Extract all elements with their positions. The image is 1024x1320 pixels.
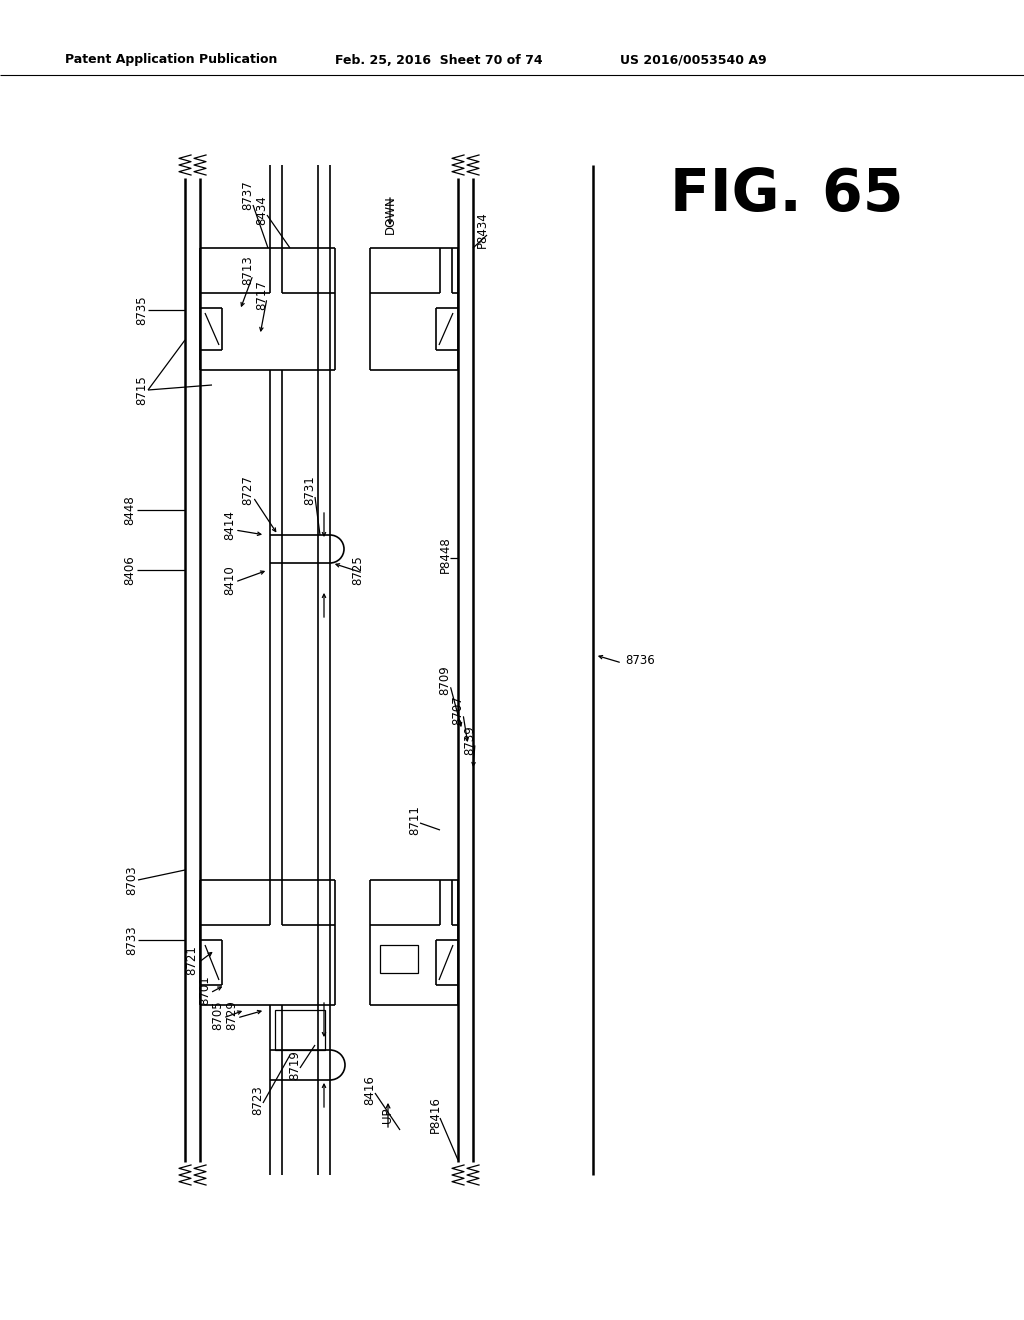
Text: 8733: 8733	[126, 925, 138, 954]
Text: 8735: 8735	[135, 296, 148, 325]
Text: UP: UP	[382, 1107, 394, 1123]
Text: 8709: 8709	[438, 665, 452, 694]
Text: 8729: 8729	[225, 1001, 239, 1030]
Text: 8701: 8701	[199, 975, 212, 1005]
Text: DOWN: DOWN	[384, 195, 396, 235]
Bar	[380, 945, 418, 973]
Text: 8414: 8414	[223, 510, 237, 540]
Text: FIG. 65: FIG. 65	[670, 166, 903, 223]
Text: 8434: 8434	[256, 195, 268, 224]
Text: 8731: 8731	[303, 475, 316, 504]
Text: 8448: 8448	[124, 495, 136, 525]
Text: Feb. 25, 2016  Sheet 70 of 74: Feb. 25, 2016 Sheet 70 of 74	[335, 54, 543, 66]
Text: 8717: 8717	[256, 280, 268, 310]
Text: 8727: 8727	[242, 475, 255, 506]
Text: Patent Application Publication: Patent Application Publication	[65, 54, 278, 66]
Text: P8448: P8448	[438, 537, 452, 573]
Text: P8416: P8416	[428, 1097, 441, 1134]
Text: 8739: 8739	[464, 725, 476, 755]
Text: 8737: 8737	[242, 180, 255, 210]
Text: 8707: 8707	[452, 696, 465, 725]
Text: 8721: 8721	[185, 945, 199, 975]
Text: 8406: 8406	[124, 556, 136, 585]
Text: 8723: 8723	[252, 1085, 264, 1115]
Text: 8719: 8719	[289, 1051, 301, 1080]
Text: 8416: 8416	[364, 1074, 377, 1105]
Text: 8703: 8703	[126, 865, 138, 895]
Text: 8705: 8705	[212, 1001, 224, 1030]
Text: 8410: 8410	[223, 565, 237, 595]
Text: 8715: 8715	[135, 375, 148, 405]
Text: 8713: 8713	[242, 255, 255, 285]
Text: 8711: 8711	[409, 805, 422, 836]
Text: US 2016/0053540 A9: US 2016/0053540 A9	[620, 54, 767, 66]
Text: 8725: 8725	[351, 556, 365, 585]
Text: P8434: P8434	[475, 211, 488, 248]
Bar	[275, 1010, 325, 1049]
Text: 8736: 8736	[625, 653, 654, 667]
